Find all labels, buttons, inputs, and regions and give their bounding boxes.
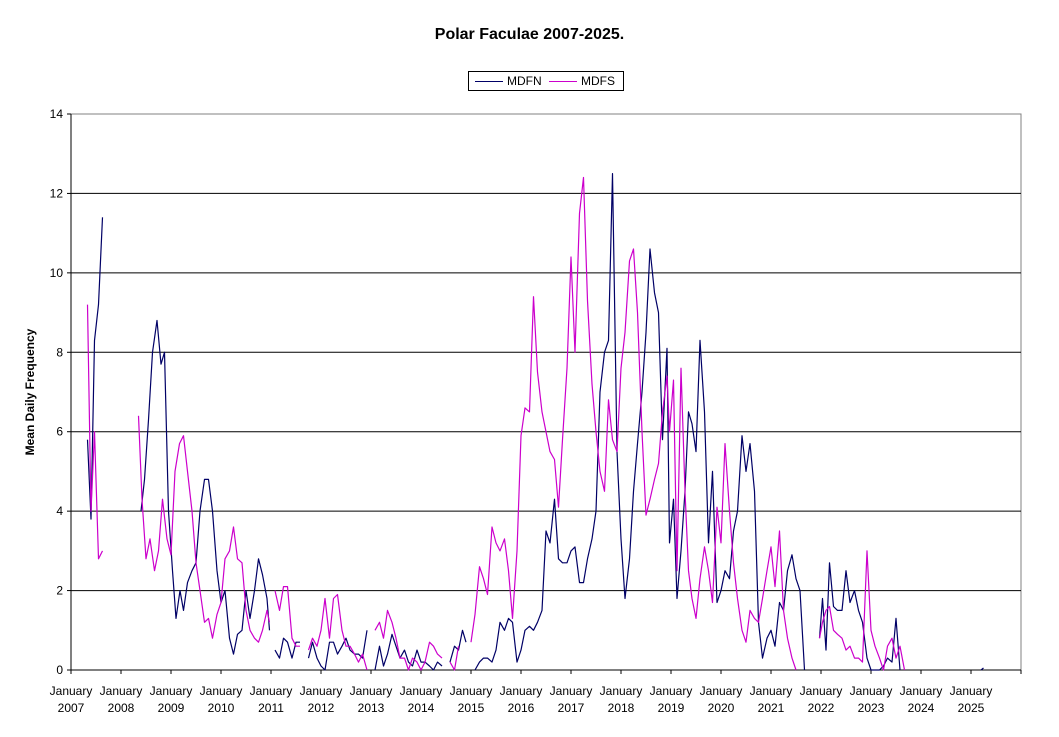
x-tick-label: January (800, 684, 843, 698)
x-tick-label: January (450, 684, 493, 698)
x-tick-label-year: 2014 (408, 701, 435, 715)
x-tick-label-year: 2015 (458, 701, 485, 715)
series-line-mdfn (818, 562, 901, 671)
series-line-mdfn (274, 637, 300, 659)
x-tick-label-year: 2017 (558, 701, 585, 715)
x-tick-label: January (200, 684, 243, 698)
x-tick-label: January (950, 684, 993, 698)
series-line-mdfs (307, 593, 368, 671)
series-line-mdfn (140, 319, 271, 655)
y-tick-label: 12 (50, 186, 64, 200)
x-tick-label-year: 2012 (308, 701, 335, 715)
y-tick-label: 6 (56, 425, 63, 439)
x-tick-label-year: 2018 (608, 701, 635, 715)
x-tick-label: January (650, 684, 693, 698)
x-tick-label-year: 2022 (808, 701, 835, 715)
series-line-mdfs (137, 415, 271, 643)
x-tick-label-year: 2020 (708, 701, 735, 715)
legend-swatch-mdfs (549, 80, 577, 82)
x-tick-label-year: 2009 (158, 701, 185, 715)
y-tick-label: 4 (56, 504, 63, 518)
series-line-mdfs (274, 585, 300, 647)
series-line-mdfs (818, 550, 906, 671)
series-line-mdfn (307, 630, 368, 671)
x-tick-label: January (300, 684, 343, 698)
x-tick-label: January (600, 684, 643, 698)
y-tick-label: 10 (50, 266, 64, 280)
x-tick-label: January (150, 684, 193, 698)
x-tick-label: January (500, 684, 543, 698)
x-tick-label-year: 2016 (508, 701, 535, 715)
plot-border (70, 113, 1022, 671)
series-line-mdfn (374, 633, 443, 671)
x-tick-label-year: 2023 (858, 701, 885, 715)
x-tick-label-year: 2008 (108, 701, 135, 715)
x-tick-label: January (900, 684, 943, 698)
x-tick-label-year: 2019 (658, 701, 685, 715)
series-line-mdfn (449, 629, 467, 663)
x-tick-label-year: 2025 (958, 701, 985, 715)
y-tick-label: 14 (50, 107, 64, 121)
series-line-mdfs (86, 304, 104, 560)
legend-label-mdfn: MDFN (507, 74, 542, 88)
x-tick-label: January (400, 684, 443, 698)
chart-title: Polar Faculae 2007-2025. (434, 26, 625, 43)
x-tick-label: January (550, 684, 593, 698)
x-tick-label-year: 2007 (58, 701, 85, 715)
series-line-mdfn (474, 173, 806, 671)
series-line-mdfs (470, 176, 797, 671)
y-tick-label: 0 (56, 663, 63, 677)
legend: MDFN MDFS (468, 71, 624, 91)
x-tick-label: January (700, 684, 743, 698)
legend-swatch-mdfn (475, 80, 503, 82)
x-tick-label-year: 2021 (758, 701, 785, 715)
y-tick-label: 8 (56, 345, 63, 359)
x-tick-label: January (50, 684, 93, 698)
legend-item-mdfs: MDFS (549, 74, 615, 88)
x-tick-label-year: 2011 (258, 701, 284, 715)
series-line-mdfn (86, 217, 104, 520)
x-tick-label: January (850, 684, 893, 698)
legend-item-mdfn: MDFN (475, 74, 542, 88)
legend-label-mdfs: MDFS (581, 74, 615, 88)
x-tick-label: January (100, 684, 143, 698)
series-line-mdfn (980, 667, 984, 671)
y-tick-label: 2 (56, 584, 63, 598)
x-tick-label: January (350, 684, 393, 698)
series-line-mdfs (374, 609, 443, 671)
series-line-mdfs (449, 646, 460, 671)
x-tick-label: January (750, 684, 793, 698)
x-tick-label: January (250, 684, 293, 698)
x-tick-label-year: 2013 (358, 701, 385, 715)
x-tick-label-year: 2024 (908, 701, 935, 715)
x-tick-label-year: 2010 (208, 701, 235, 715)
